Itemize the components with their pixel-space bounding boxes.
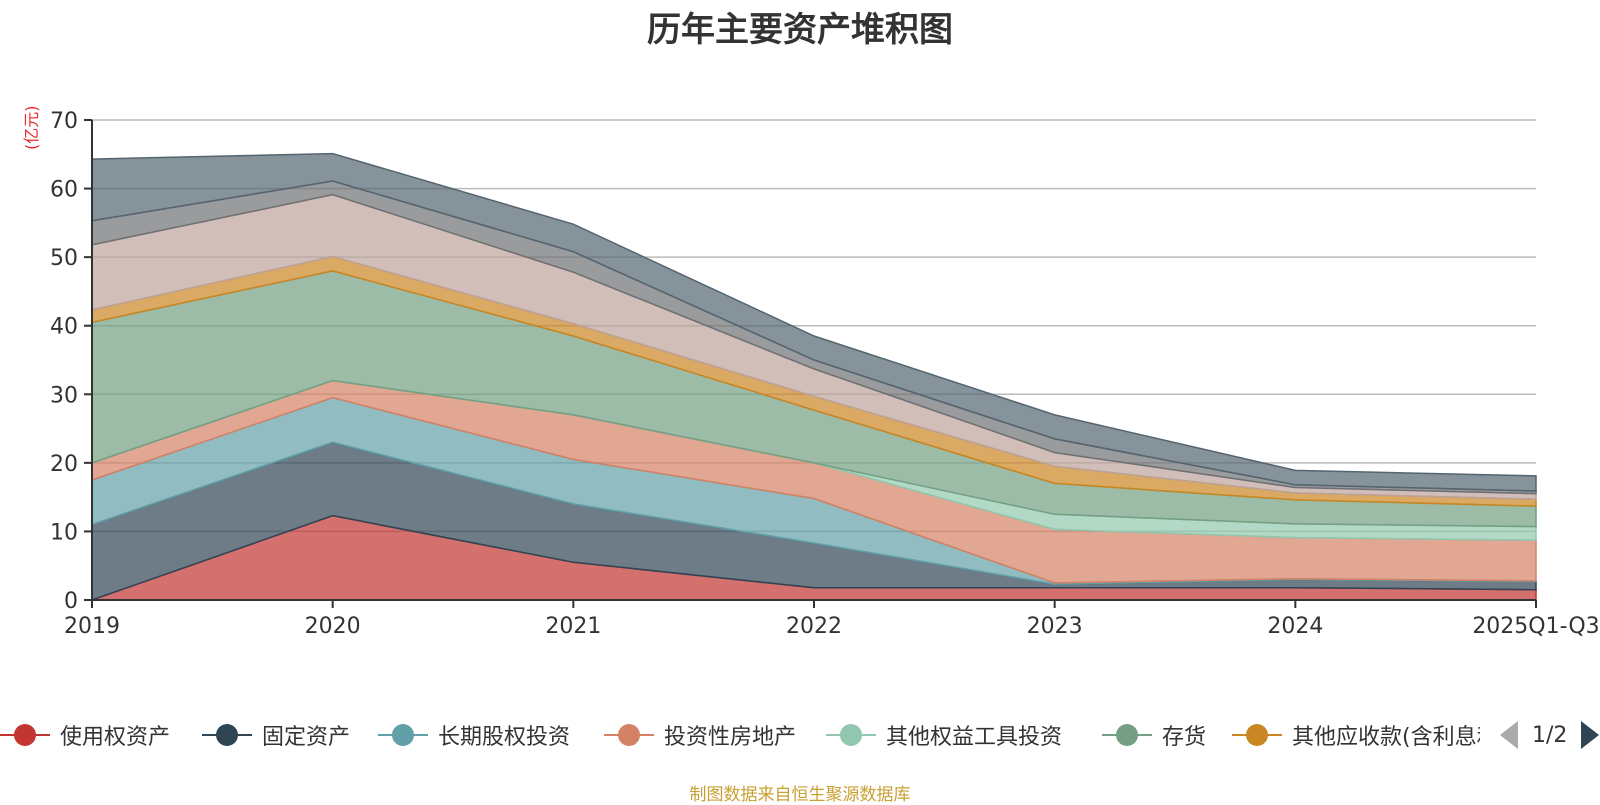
legend-label: 存货 — [1162, 725, 1207, 750]
x-tick-label: 2021 — [545, 614, 601, 639]
legend-item[interactable]: 其他应收款(含利息和股利) — [1232, 718, 1480, 752]
legend-next-page-icon[interactable] — [1581, 721, 1600, 749]
legend-marker-icon — [1102, 718, 1152, 752]
legend-marker-icon — [202, 718, 252, 752]
y-tick-label: 20 — [50, 452, 78, 477]
legend-pager: 1/2 — [1500, 718, 1600, 752]
legend-item[interactable]: 使用权资产 — [0, 718, 170, 752]
legend-label: 长期股权投资 — [438, 725, 571, 750]
y-tick-label: 50 — [50, 246, 78, 271]
source-note: 制图数据来自恒生聚源数据库 — [689, 785, 911, 805]
legend-label: 投资性房地产 — [664, 725, 797, 750]
x-tick-label: 2024 — [1267, 614, 1323, 639]
x-tick-label: 2020 — [305, 614, 361, 639]
legend-items: 使用权资产 固定资产 长期股权投资 投资性房地产 其他权益工具投资 存货 其他应收款(含利息… — [0, 718, 1480, 752]
legend-marker-icon — [0, 718, 50, 752]
y-tick-label: 40 — [50, 315, 78, 340]
legend-label: 固定资产 — [262, 725, 351, 750]
x-tick-label: 2022 — [786, 614, 842, 639]
x-tick-label: 2019 — [64, 614, 120, 639]
legend-item[interactable]: 固定资产 — [202, 718, 350, 752]
legend: 使用权资产 固定资产 长期股权投资 投资性房地产 其他权益工具投资 存货 其他应收款(含利息… — [0, 718, 1600, 752]
legend-label: 其他应收款(含利息和股利) — [1292, 725, 1480, 750]
y-tick-label: 10 — [50, 520, 78, 545]
area-series-group — [91, 152, 1537, 602]
x-tick-label: 2025Q1-Q3 — [1472, 614, 1599, 639]
axes: 0 10 20 30 40 50 60 70 2019 2020 2021 2022 2023 2024 2… — [50, 109, 1600, 639]
legend-item[interactable]: 长期股权投资 — [378, 718, 570, 752]
x-tick-label: 2023 — [1027, 614, 1083, 639]
area-series — [91, 152, 1537, 492]
legend-marker-icon — [604, 718, 654, 752]
legend-marker-icon — [826, 718, 876, 752]
chart-title: 历年主要资产堆积图 — [647, 10, 953, 50]
stacked-area-chart: 0 10 20 30 40 50 60 70 2019 2020 2021 2022 2023 2024 2… — [50, 109, 1600, 639]
legend-marker-icon — [378, 718, 428, 752]
legend-page-indicator: 1/2 — [1532, 722, 1568, 748]
legend-item[interactable]: 存货 — [1102, 718, 1206, 752]
y-tick-label: 70 — [50, 109, 78, 134]
legend-marker-icon — [1232, 718, 1282, 752]
y-tick-label: 60 — [50, 178, 78, 203]
legend-label: 使用权资产 — [60, 725, 171, 750]
legend-prev-page-icon[interactable] — [1500, 721, 1518, 749]
legend-item[interactable]: 其他权益工具投资 — [826, 718, 1062, 752]
legend-item[interactable]: 投资性房地产 — [604, 718, 796, 752]
y-tick-label: 30 — [50, 383, 78, 408]
y-tick-label: 0 — [64, 589, 78, 614]
legend-label: 其他权益工具投资 — [886, 725, 1063, 750]
